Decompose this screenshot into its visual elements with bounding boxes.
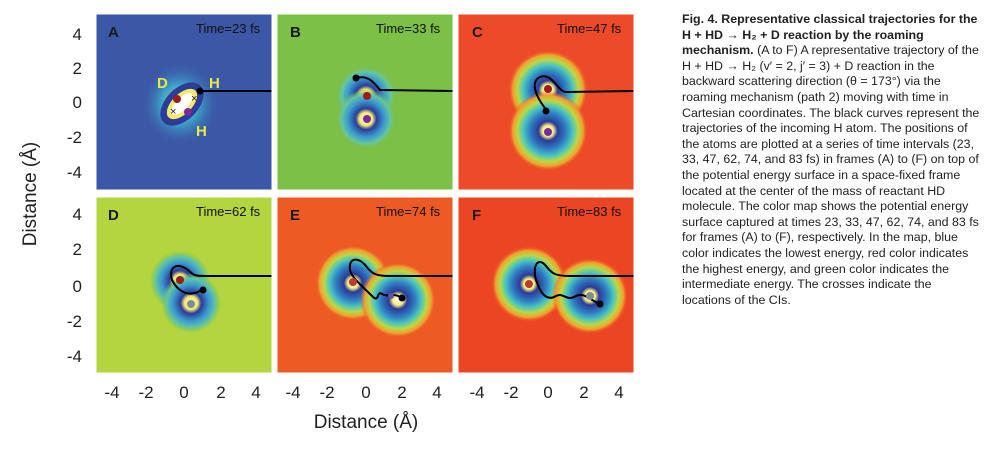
panel-b-letter: B: [290, 24, 301, 41]
panel-b-trajectory: [355, 76, 453, 92]
y-tick: -4: [67, 163, 82, 182]
y-tick: 0: [73, 277, 82, 296]
panel-c: [458, 14, 634, 190]
panel-e-d-atom: [349, 278, 357, 286]
x-tick: 2: [216, 383, 225, 402]
x-tick: -4: [285, 383, 300, 402]
y-axis-label: Distance (Å): [20, 142, 41, 247]
y-tick: 4: [73, 25, 82, 44]
panel-c-d-atom: [544, 85, 552, 93]
panel-a-ci-cross-1: ×: [170, 106, 176, 118]
panel-e: [277, 197, 453, 373]
x-axis-label: Distance (Å): [314, 412, 419, 433]
panel-c-incoming-h-atom: [542, 107, 550, 115]
panel-e-h-atom: [388, 293, 394, 299]
panel-d-trajectory: [170, 264, 272, 295]
panel-b-time: Time=33 fs: [376, 21, 441, 36]
caption-title: Fig. 4. Representative classical traject…: [682, 12, 978, 58]
x-tick: -2: [319, 383, 334, 402]
panel-d-time: Time=62 fs: [196, 204, 261, 219]
x-tick: -2: [503, 383, 518, 402]
panel-a-ci-cross-2: ×: [191, 93, 197, 105]
panel-borders: [95, 13, 635, 374]
panel-c-time: Time=47 fs: [557, 21, 622, 36]
y-tick: 0: [73, 93, 82, 112]
y-tick: -2: [67, 312, 82, 331]
figure-svg: × × A Time=23 fs D H H B Time=33 fs C Ti…: [20, 13, 635, 433]
panel-d: [96, 197, 272, 373]
x-tick: -4: [469, 383, 484, 402]
y-ticks-upper: 4 2 0 -2 -4: [67, 25, 82, 182]
panel-f-letter: F: [472, 207, 481, 224]
panel-a-label-h2: H: [196, 123, 207, 140]
x-tick: -2: [138, 383, 153, 402]
y-ticks-lower: 4 2 0 -2 -4: [67, 205, 82, 366]
x-ticks-panel-d: -4 -2 0 2 4: [104, 383, 260, 402]
panel-b-d-atom: [363, 92, 371, 100]
y-tick: -2: [67, 128, 82, 147]
panel-a-letter: A: [108, 24, 119, 41]
panel-b: [277, 14, 453, 190]
figure: × × A Time=23 fs D H H B Time=33 fs C Ti…: [20, 13, 635, 433]
panel-f-h-atom: [586, 292, 594, 300]
x-tick: 0: [361, 383, 370, 402]
figure-caption: Fig. 4. Representative classical traject…: [682, 12, 982, 308]
panel-d-d-atom: [176, 276, 184, 284]
panel-e-time: Time=74 fs: [376, 204, 441, 219]
x-tick: -4: [104, 383, 119, 402]
x-tick: 4: [251, 383, 260, 402]
panel-a-well-center: [171, 93, 193, 115]
panel-a-time: Time=23 fs: [196, 21, 261, 36]
x-tick: 2: [579, 383, 588, 402]
y-tick: -4: [67, 347, 82, 366]
panel-a-incoming-h-atom: [196, 87, 204, 95]
x-tick: 4: [432, 383, 441, 402]
x-tick: 0: [543, 383, 552, 402]
panel-e-letter: E: [290, 207, 300, 224]
x-ticks-panel-f: -4 -2 0 2 4: [469, 383, 623, 402]
panel-d-incoming-h-atom: [199, 286, 207, 294]
panel-b-incoming-h-atom: [352, 74, 360, 82]
panel-c-h-atom: [544, 128, 552, 136]
panel-d-letter: D: [108, 207, 119, 224]
panel-f-trajectory: [533, 261, 634, 305]
y-tick: 2: [73, 59, 82, 78]
panel-a-h-atom: [184, 108, 192, 116]
panel-a-label-d: D: [157, 75, 168, 92]
panel-e-well-right: [360, 262, 436, 338]
x-tick: 0: [179, 383, 188, 402]
panel-d-h-atom: [187, 300, 195, 308]
panel-a-label-h1: H: [209, 75, 220, 92]
x-tick: 4: [614, 383, 623, 402]
panel-f-time: Time=83 fs: [557, 204, 622, 219]
panel-f: [458, 197, 634, 373]
x-tick: 2: [397, 383, 406, 402]
panel-e-incoming-h-atom: [398, 294, 406, 302]
y-tick: 2: [73, 240, 82, 259]
panel-b-h-atom: [363, 115, 371, 123]
panel-c-trajectory: [533, 75, 634, 113]
x-ticks-panel-e: -4 -2 0 2 4: [285, 383, 441, 402]
y-tick: 4: [73, 205, 82, 224]
caption-body: (A to F) A representative trajectory of …: [682, 43, 980, 307]
panel-c-letter: C: [472, 24, 483, 41]
panel-a-d-atom: [173, 95, 181, 103]
panel-f-d-atom: [525, 280, 533, 288]
panel-a: × ×: [96, 14, 272, 190]
panel-f-incoming-h-atom: [596, 300, 604, 308]
